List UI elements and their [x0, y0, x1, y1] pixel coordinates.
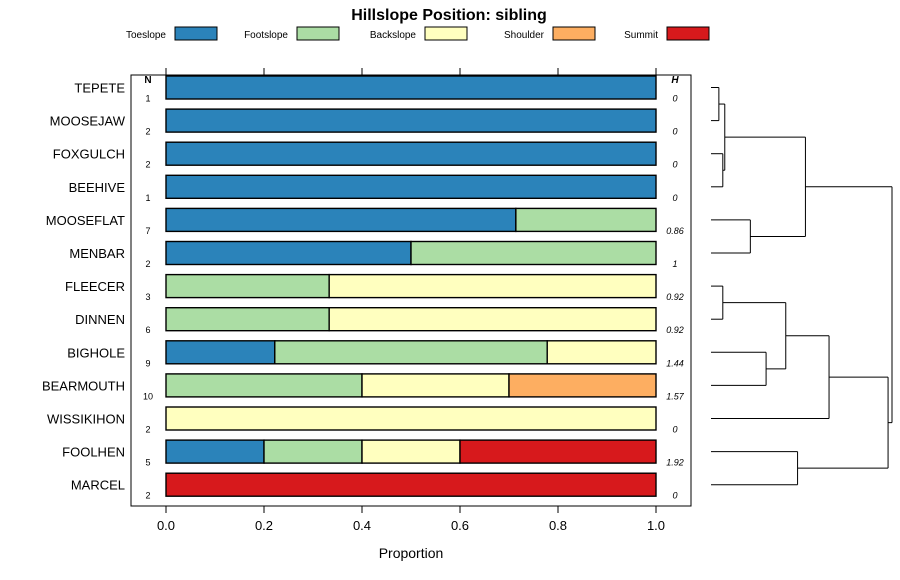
bar-segment-menbar-toeslope — [165, 240, 412, 266]
h-value-moosejaw: 0 — [672, 127, 677, 137]
row-label-beehive: BEEHIVE — [69, 180, 126, 195]
x-tick-label: 0.0 — [157, 518, 175, 533]
bar-segment-bearmouth-shoulder — [508, 373, 657, 398]
legend-label-toeslope: Toeslope — [126, 30, 166, 41]
h-value-foolhen: 1.92 — [666, 458, 684, 468]
h-column-header: H — [671, 75, 679, 86]
row-label-foolhen: FOOLHEN — [62, 445, 125, 460]
row-label-fleecer: FLEECER — [65, 279, 125, 294]
legend-label-shoulder: Shoulder — [504, 30, 545, 41]
row-label-moosejaw: MOOSEJAW — [50, 114, 126, 129]
legend-swatch-footslope — [296, 26, 340, 41]
x-tick-label: 1.0 — [647, 518, 665, 533]
h-value-wissikihon: 0 — [672, 425, 677, 435]
bar-segment-beehive-toeslope — [165, 174, 657, 200]
h-value-beehive: 0 — [672, 193, 677, 203]
n-value-beehive: 1 — [145, 193, 150, 203]
n-value-foolhen: 5 — [145, 458, 150, 468]
x-axis-label: Proportion — [379, 545, 444, 561]
h-value-tepete: 0 — [672, 94, 677, 104]
row-label-mooseflat: MOOSEFLAT — [46, 213, 125, 228]
bar-segment-bighole-toeslope — [165, 340, 276, 365]
bar-segment-foolhen-footslope — [263, 439, 363, 464]
legend-label-summit: Summit — [624, 30, 658, 41]
chart-title: Hillslope Position: sibling — [351, 7, 547, 24]
bar-segment-tepete-toeslope — [165, 75, 657, 100]
n-value-moosejaw: 2 — [145, 127, 150, 137]
x-tick-label: 0.6 — [451, 518, 469, 533]
n-value-bearmouth: 10 — [143, 391, 153, 401]
bar-segment-foolhen-backslope — [361, 439, 461, 464]
bar-segment-bearmouth-footslope — [165, 373, 363, 398]
x-tick-label: 0.2 — [255, 518, 273, 533]
n-value-foxgulch: 2 — [145, 160, 150, 170]
bar-segment-fleecer-footslope — [165, 273, 330, 299]
bar-segment-marcel-summit — [165, 472, 657, 497]
n-value-fleecer: 3 — [145, 292, 150, 302]
bar-segment-bighole-footslope — [274, 340, 548, 365]
legend-label-footslope: Footslope — [244, 30, 288, 41]
row-label-bearmouth: BEARMOUTH — [42, 378, 125, 393]
legend-swatch-summit — [666, 26, 710, 41]
x-tick-label: 0.8 — [549, 518, 567, 533]
row-label-foxgulch: FOXGULCH — [53, 147, 125, 162]
bar-segment-mooseflat-toeslope — [165, 207, 517, 233]
n-value-wissikihon: 2 — [145, 425, 150, 435]
n-value-mooseflat: 7 — [145, 226, 150, 236]
row-label-tepete: TEPETE — [74, 81, 125, 96]
n-value-marcel: 2 — [145, 491, 150, 501]
n-value-menbar: 2 — [145, 259, 150, 269]
h-value-foxgulch: 0 — [672, 160, 677, 170]
n-value-tepete: 1 — [145, 94, 150, 104]
plot-panel — [130, 74, 692, 507]
bar-segment-fleecer-backslope — [328, 273, 657, 299]
bar-segment-mooseflat-footslope — [515, 207, 657, 233]
legend-swatch-backslope — [424, 26, 468, 41]
row-label-dinnen: DINNEN — [75, 312, 125, 327]
h-value-marcel: 0 — [672, 491, 677, 501]
h-value-fleecer: 0.92 — [666, 292, 684, 302]
x-axis: 0.0 0.2 0.4 0.6 0.8 1.0 — [157, 68, 665, 533]
h-value-menbar: 1 — [672, 259, 677, 269]
bar-segment-bearmouth-backslope — [361, 373, 510, 398]
row-label-wissikihon: WISSIKIHON — [47, 412, 125, 427]
row-label-marcel: MARCEL — [71, 478, 125, 493]
h-value-mooseflat: 0.86 — [666, 226, 684, 236]
x-tick-label: 0.4 — [353, 518, 371, 533]
n-value-dinnen: 6 — [145, 325, 150, 335]
bar-segment-foxgulch-toeslope — [165, 141, 657, 166]
n-value-bighole: 9 — [145, 358, 150, 368]
row-label-bighole: BIGHOLE — [67, 345, 125, 360]
bar-segment-bighole-backslope — [546, 340, 657, 365]
dendrogram — [711, 87, 893, 486]
legend: Toeslope Footslope Backslope Shoulder Summit — [126, 26, 710, 41]
bar-segment-foolhen-toeslope — [165, 439, 265, 464]
bars-layer — [165, 75, 657, 497]
bar-segment-menbar-footslope — [410, 240, 657, 266]
h-value-bighole: 1.44 — [666, 358, 684, 368]
bar-segment-dinnen-backslope — [328, 307, 657, 332]
bar-segment-foolhen-summit — [459, 439, 657, 464]
bar-segment-moosejaw-toeslope — [165, 108, 657, 133]
n-column-header: N — [144, 75, 151, 86]
legend-swatch-toeslope — [174, 26, 218, 41]
legend-swatch-shoulder — [552, 26, 596, 41]
h-value-dinnen: 0.92 — [666, 325, 684, 335]
row-label-menbar: MENBAR — [69, 246, 125, 261]
bar-segment-wissikihon-backslope — [165, 406, 657, 431]
h-value-bearmouth: 1.57 — [666, 391, 685, 401]
bar-segment-dinnen-footslope — [165, 307, 330, 332]
legend-label-backslope: Backslope — [370, 30, 417, 41]
